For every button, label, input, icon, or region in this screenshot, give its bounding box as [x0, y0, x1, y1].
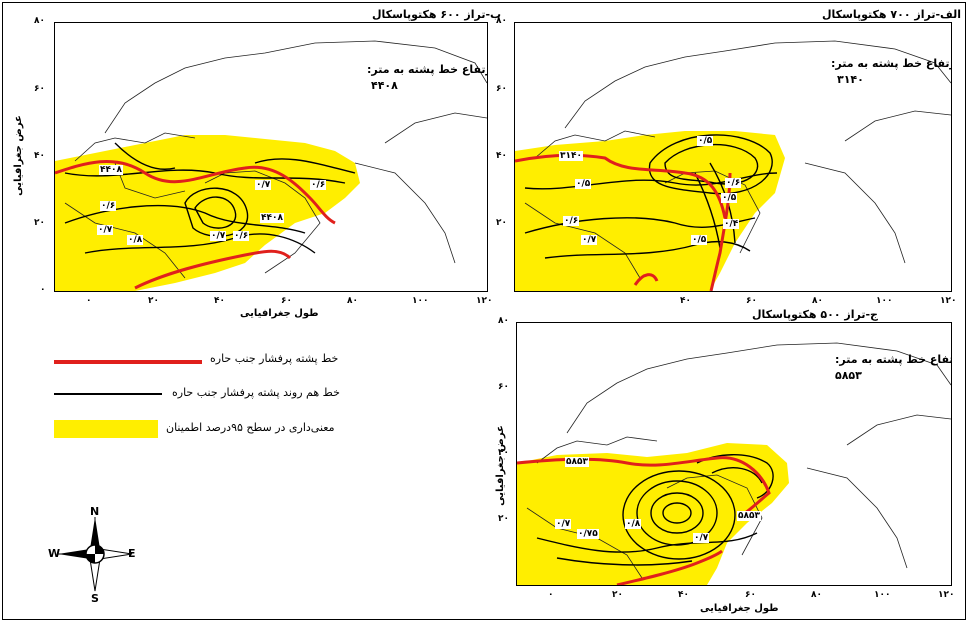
contour-label: ۰/۷	[97, 225, 114, 235]
legend-label: خط پشته پرفشار جنب حاره	[210, 352, 339, 365]
x-tick: ۱۰۰	[874, 590, 891, 600]
x-tick: ۱۲۰	[940, 296, 957, 306]
compass-s: S	[91, 592, 99, 605]
x-tick: ۶۰	[281, 296, 292, 306]
contour-label: ۰/۵	[721, 193, 738, 203]
y-axis-label: عرض جغرافیایی	[494, 425, 506, 506]
compass-w: W	[48, 547, 61, 560]
contour-label: ۰/۵	[691, 235, 708, 245]
y-tick: ۴۰	[498, 448, 509, 458]
x-tick: ۱۰۰	[876, 296, 893, 306]
x-tick: ۶۰	[745, 590, 756, 600]
height-value: ۵۸۵۳	[835, 369, 862, 382]
contour-label: ۰/۷	[210, 231, 227, 241]
contour-label: ۰/۷	[581, 235, 598, 245]
contour-label: ۰/۵	[575, 179, 592, 189]
x-axis-label: طول جغرافیایی	[700, 603, 779, 614]
map-plot: ۵۸۵۳ ۰/۷ ۰/۷۵ ۰/۸ ۰/۷ ۵۸۵۳ ارتفاع خط پشت…	[516, 322, 952, 586]
y-tick: ۸۰	[498, 316, 509, 326]
coastlines	[524, 40, 951, 279]
panel-title: ب-تراز ۶۰۰ هکتوپاسکال	[372, 8, 502, 21]
x-tick: ۸۰	[347, 296, 358, 306]
legend-label: خط هم روند پشته پرفشار جنب حاره	[172, 386, 340, 399]
x-tick: ۴۰	[214, 296, 225, 306]
y-axis-label: عرض جغرافیایی	[12, 115, 24, 196]
y-tick: ۴۰	[496, 151, 507, 161]
y-tick: ۲۰	[496, 218, 507, 228]
contour-label: ۰/۶	[310, 180, 327, 190]
x-tick: ۸۰	[812, 296, 823, 306]
height-label: ارتفاع خط پشته به متر:	[835, 353, 952, 366]
contour-label: ۰/۶	[100, 201, 117, 211]
contour-label: ۴۴۰۸	[260, 213, 284, 223]
map-plot: ۳۱۴۰ ۰/۵ ۰/۵ ۰/۶ ۰/۷ ۰/۵ ۰/۶ ۰/۵ ۰/۴ ارت…	[514, 22, 952, 292]
x-tick: ۴۰	[680, 296, 691, 306]
contour-label: ۳۱۴۰	[559, 151, 583, 161]
contour-label: ۰/۸	[625, 519, 642, 529]
x-tick: ۱۲۰	[476, 296, 493, 306]
contour-label: ۰/۷۵	[577, 529, 599, 539]
compass-n: N	[90, 505, 100, 518]
panel-title: ج-تراز ۵۰۰ هکتوپاسکال	[752, 308, 878, 321]
legend-yellow-swatch	[54, 420, 158, 438]
legend-black-line-swatch	[54, 393, 162, 395]
x-tick: ۲۰	[148, 296, 159, 306]
x-axis-label: طول جغرافیایی	[240, 308, 319, 319]
height-value: ۴۴۰۸	[371, 79, 398, 92]
contour-label: ۵۸۵۳	[737, 511, 761, 521]
x-tick: ۰	[86, 296, 92, 306]
x-tick: ۴۰	[678, 590, 689, 600]
height-label: ارتفاع خط پشته به متر:	[367, 63, 488, 76]
y-tick: ۲۰	[34, 218, 45, 228]
contour-label: ۰/۴	[723, 219, 740, 229]
significance-area	[515, 131, 785, 291]
contour-label: ۰/۸	[127, 235, 144, 245]
y-tick: ۶۰	[496, 84, 507, 94]
contour-label: ۰/۷	[693, 533, 710, 543]
contour-label: ۰/۶	[563, 216, 580, 226]
y-tick: ۴۰	[34, 151, 45, 161]
contour-label: ۵۸۵۳	[565, 457, 589, 467]
y-tick: ۸۰	[496, 16, 507, 26]
x-tick: ۸۰	[811, 590, 822, 600]
y-tick: ۸۰	[34, 16, 45, 26]
significance-area	[517, 443, 789, 585]
panel-title: الف-تراز ۷۰۰ هکتوپاسکال	[822, 8, 962, 21]
x-tick: ۲۰	[612, 590, 623, 600]
y-tick: ۰	[40, 285, 46, 295]
contour-label: ۰/۶	[725, 178, 742, 188]
y-tick: ۶۰	[34, 84, 45, 94]
ridge-lines	[55, 159, 336, 290]
north-arrow-icon: N S E W	[48, 505, 140, 605]
x-tick: ۰	[548, 590, 554, 600]
y-tick: ۲۰	[498, 514, 509, 524]
trend-contours	[64, 142, 356, 254]
contour-label: ۰/۷	[555, 519, 572, 529]
y-tick: ۶۰	[498, 382, 509, 392]
contour-label: ۴۴۰۸	[99, 165, 123, 175]
x-tick: ۱۰۰	[412, 296, 429, 306]
height-value: ۳۱۴۰	[837, 73, 864, 86]
legend-label: معنی‌داری در سطح ۹۵درصد اطمینان	[166, 421, 335, 434]
compass-e: E	[128, 547, 136, 560]
x-tick: ۱۲۰	[938, 590, 955, 600]
x-tick: ۶۰	[746, 296, 757, 306]
legend-red-line-swatch	[54, 360, 202, 364]
height-label: ارتفاع خط پشته به متر:	[831, 57, 952, 70]
contour-label: ۰/۵	[697, 136, 714, 146]
contour-label: ۰/۷	[255, 180, 272, 190]
contour-label: ۰/۶	[233, 231, 250, 241]
map-plot: ۴۴۰۸ ۰/۷ ۰/۶ ۰/۶ ۰/۷ ۰/۸ ۰/۷ ۰/۶ ۴۴۰۸ ار…	[54, 22, 488, 292]
